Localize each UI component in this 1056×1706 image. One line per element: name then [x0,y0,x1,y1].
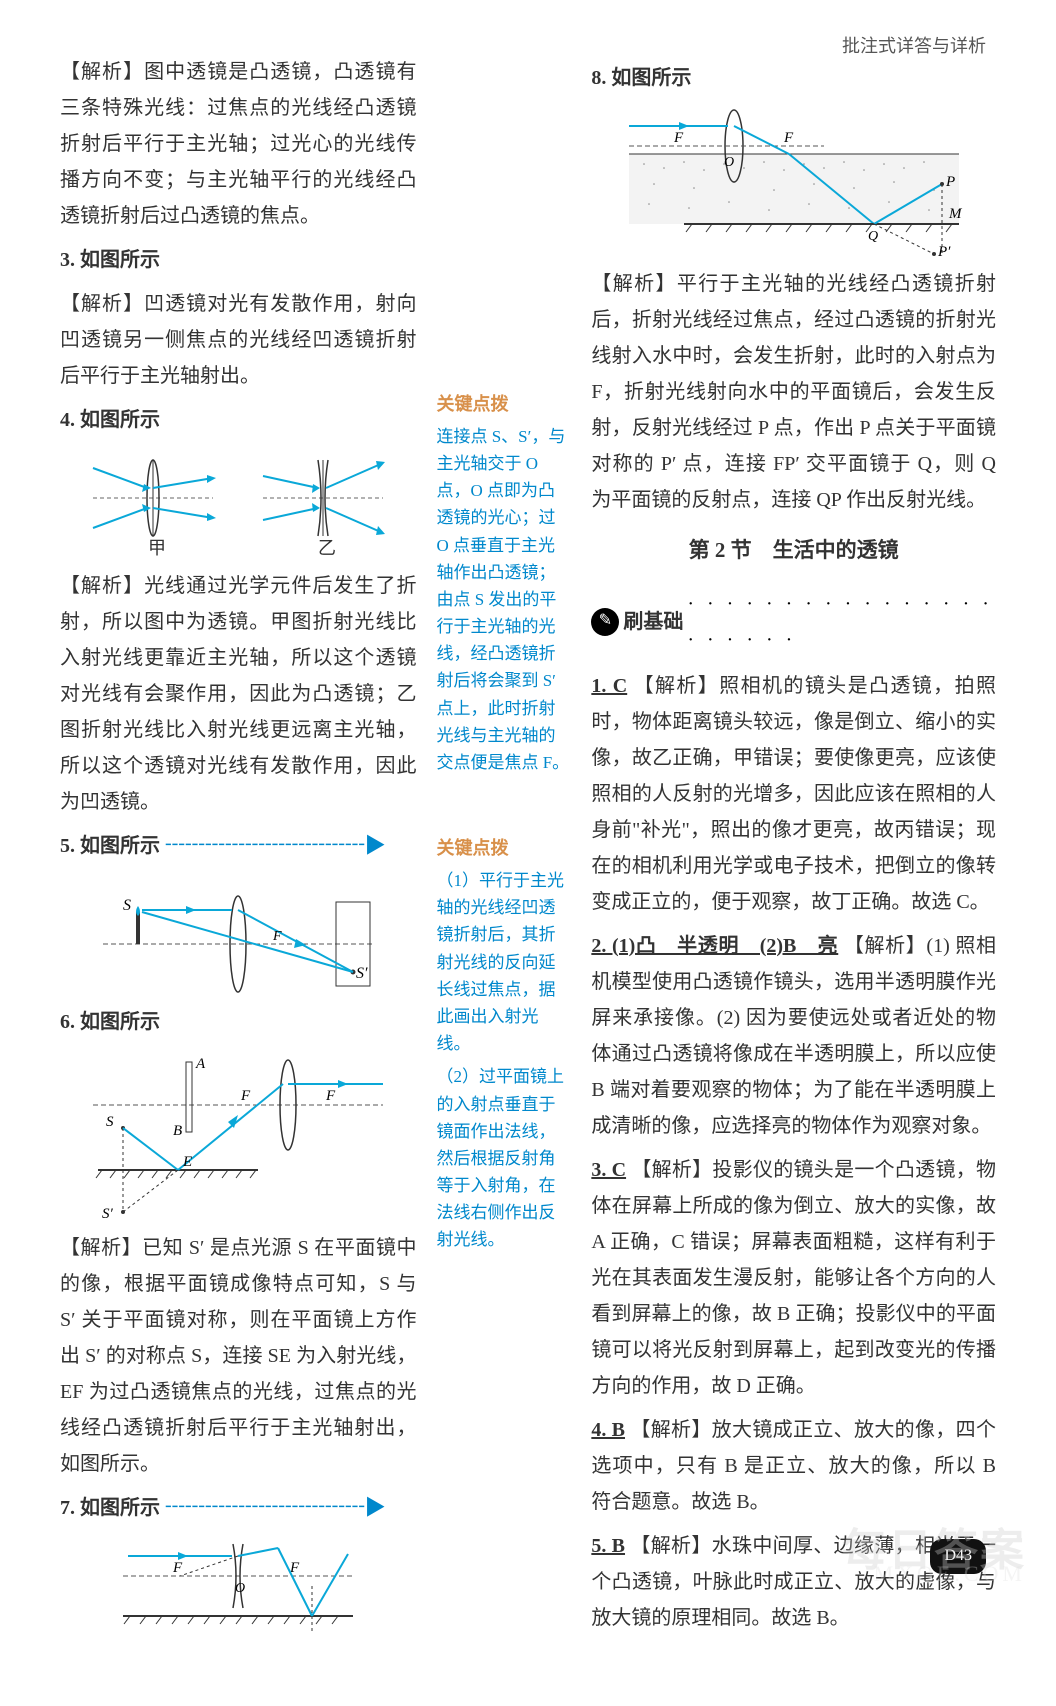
q4-key: 4. B [591,1419,625,1441]
svg-text:S: S [106,1114,114,1130]
q5-key: 5. B [591,1535,625,1557]
item2-analysis: 【解析】图中透镜是凸透镜，凸透镜有三条特殊光线：过焦点的光线经凸透镜折射后平行于… [60,54,416,234]
svg-text:O: O [235,1581,245,1596]
item3-analysis: 【解析】凹透镜对光有发散作用，射向凹透镜另一侧焦点的光线经凹透镜折射后平行于主光… [60,286,416,394]
item6-analysis: 【解析】已知 S′ 是点光源 S 在平面镜中的像，根据平面镜成像特点可知，S 与… [60,1230,416,1482]
q1-text: 【解析】照相机的镜头是凸透镜，拍照时，物体距离镜头较远，像是倒立、缩小的实像，故… [591,675,996,913]
svg-text:F: F [240,1088,251,1104]
figure-8: F O F M [591,106,996,256]
page-number-badge: D43 [930,1539,986,1574]
svg-text:F: F [673,130,684,146]
svg-text:Q: Q [868,229,878,244]
svg-text:F: F [272,929,282,944]
svg-text:F: F [325,1088,336,1104]
item7-title: 7. 如图所示 ┄┄┄┄┄┄┄┄┄┄▶ [60,1490,416,1526]
svg-text:E: E [182,1154,192,1170]
keypoint-block-2: 关键点拨 （1）平行于主光轴的光线经凹透镜折射后，其折射光线的反向延长线过焦点，… [436,834,571,1253]
q3-text: 【解析】投影仪的镜头是一个凸透镜，物体在屏幕上所成的像为倒立、放大的实像，故 A… [591,1159,996,1397]
left-column: 【解析】图中透镜是凸透镜，凸透镜有三条特殊光线：过焦点的光线经凸透镜折射后平行于… [60,30,416,1646]
svg-text:F: F [783,130,794,146]
dots-separator: · · · · · · · · · · · · · · · · · · · · … [687,586,996,658]
item4-analysis: 【解析】光线通过光学元件后发生了折射，所以图中为透镜。甲图折射光线比入射光线更靠… [60,568,416,820]
q2-key: 2. (1)凸 半透明 (2)B 亮 [591,935,838,957]
item8-title: 8. 如图所示 [591,60,996,96]
brush-label: 刷基础 [623,604,683,640]
svg-text:B: B [173,1123,182,1139]
svg-text:A: A [195,1056,206,1072]
right-column: 8. 如图所示 [591,30,996,1646]
q4-text: 【解析】放大镜成正立、放大的像，四个选项中，只有 B 是正立、放大的像，所以 B… [591,1419,996,1513]
svg-text:S′: S′ [356,965,368,982]
q2-text: 【解析】(1) 照相机模型使用凸透镜作镜头，选用半透明膜作光屏来承接像。(2) … [591,935,996,1137]
q3-key: 3. C [591,1159,626,1181]
q1-key: 1. C [591,675,627,697]
q4: 4. B 【解析】放大镜成正立、放大的像，四个选项中，只有 B 是正立、放大的像… [591,1412,996,1520]
q3: 3. C 【解析】投影仪的镜头是一个凸透镜，物体在屏幕上所成的像为倒立、放大的实… [591,1152,996,1404]
item6-title: 6. 如图所示 [60,1004,416,1040]
svg-text:F: F [172,1560,183,1576]
q1: 1. C 【解析】照相机的镜头是凸透镜，拍照时，物体距离镜头较远，像是倒立、缩小… [591,668,996,920]
keypoint-text: （2）过平面镜上的入射点垂直于镜面作出法线，然后根据反射角等于入射角，在法线右侧… [436,1063,571,1253]
svg-text:O: O [724,155,734,170]
pencil-icon: ✎ [591,608,619,636]
keypoint-title: 关键点拨 [436,834,571,863]
figure-5: S S′ F [60,874,416,994]
item8-analysis: 【解析】平行于主光轴的光线经凸透镜折射后，折射光线经过焦点，经过凸透镜的折射光线… [591,266,996,518]
svg-text:P: P [945,174,955,190]
keypoint-text: （1）平行于主光轴的光线经凹透镜折射后，其折射光线的反向延长线过焦点，据此画出入… [436,867,571,1057]
svg-text:S: S [123,897,131,914]
brush-basics-tag: ✎ 刷基础 · · · · · · · · · · · · · · · · · … [591,586,996,658]
section-2-title: 第 2 节 生活中的透镜 [591,532,996,570]
svg-text:P′: P′ [937,244,951,256]
fig4-label-right: 乙 [318,538,336,558]
item5-title: 5. 如图所示 ┄┄┄┄┄┄┄┄┄┄▶ [60,828,416,864]
item4-title: 4. 如图所示 [60,402,416,438]
keypoint-title: 关键点拨 [436,390,571,419]
figure-6: F F A B S S′ [60,1050,416,1220]
dotted-arrow-icon: ┄┄┄┄┄┄┄┄┄┄▶ [165,835,385,857]
item3-title: 3. 如图所示 [60,242,416,278]
keypoint-block-1: 关键点拨 连接点 S、S′，与主光轴交于 O 点，O 点即为凸透镜的光心；过 O… [436,390,571,776]
svg-text:S′: S′ [102,1206,114,1220]
q2: 2. (1)凸 半透明 (2)B 亮 【解析】(1) 照相机模型使用凸透镜作镜头… [591,928,996,1144]
figure-7: F O F [60,1536,416,1636]
keypoint-text: 连接点 S、S′，与主光轴交于 O 点，O 点即为凸透镜的光心；过 O 点垂直于… [436,423,571,776]
dotted-arrow-icon: ┄┄┄┄┄┄┄┄┄┄▶ [165,1497,385,1519]
fig4-label-left: 甲 [148,538,166,558]
annotation-column: 关键点拨 连接点 S、S′，与主光轴交于 O 点，O 点即为凸透镜的光心；过 O… [436,30,571,1646]
figure-4: 甲 乙 [60,448,416,558]
svg-text:M: M [948,206,963,222]
